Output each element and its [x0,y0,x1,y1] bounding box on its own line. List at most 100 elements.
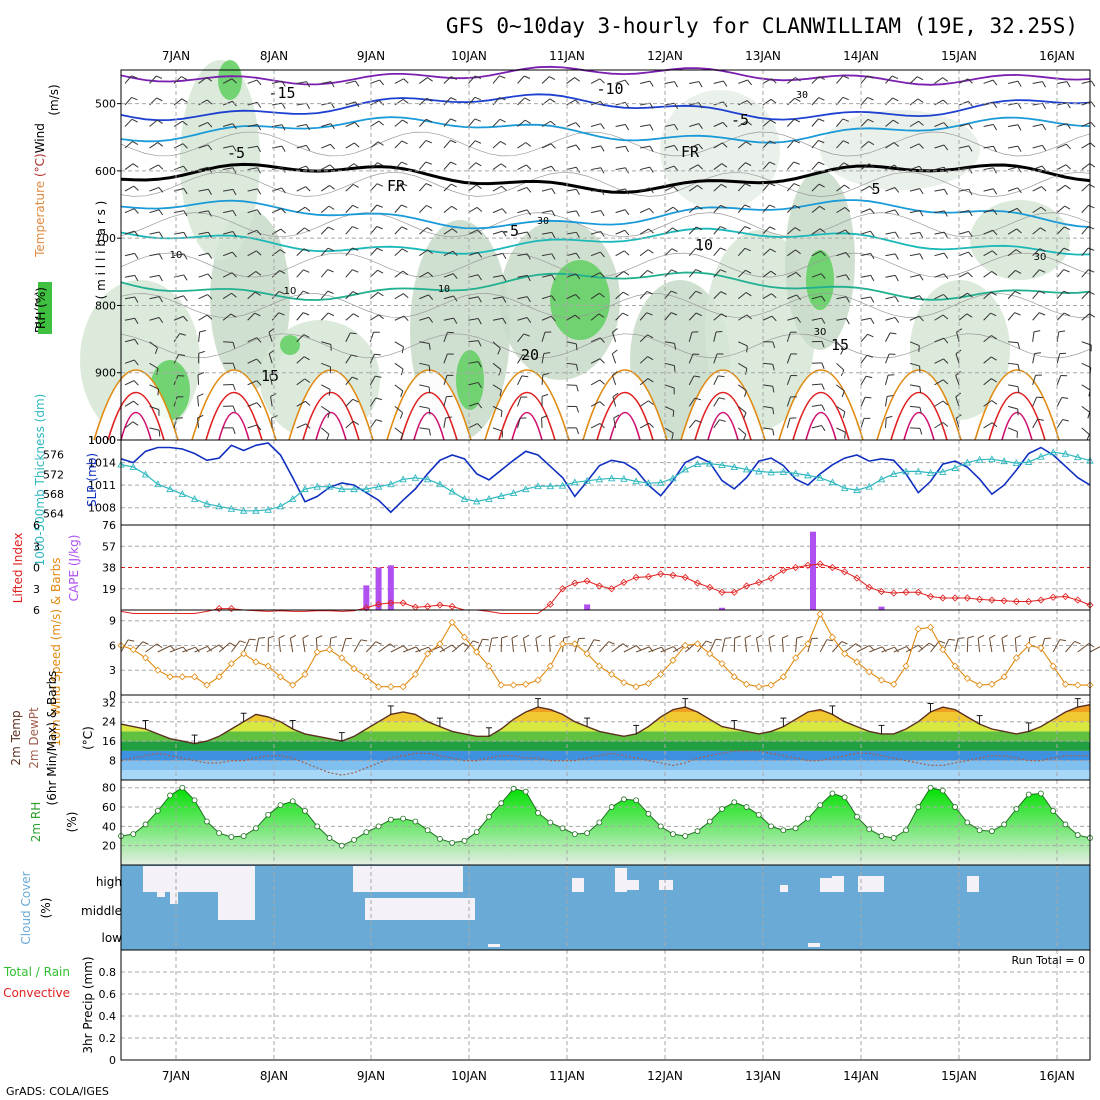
wind-barb [232,384,236,391]
wind-barb [598,313,605,318]
isotherm-label: FR [681,143,700,161]
wind-barb [820,250,826,257]
wind-barb [541,295,552,300]
wind-barb [844,207,851,212]
wind-barb [254,312,261,317]
wind-barb [296,81,307,84]
wind-barb [247,380,257,386]
wind10m-point [485,662,493,670]
wind10m-point [252,658,260,666]
wind10m-point [203,681,211,689]
wind-barb [1074,640,1081,645]
rh2m-point [437,836,443,842]
wind-barb [426,118,433,123]
wind-barb [671,248,678,253]
wind-barb [183,210,188,217]
wind-barb [720,183,727,188]
rh2m-point [228,834,235,840]
wind-barb [713,121,724,127]
lifted-index-point [559,585,567,593]
wind-barb [1081,384,1091,391]
wind-barb [427,77,433,82]
wind-barb [279,249,286,254]
wind-barb [1032,81,1043,84]
wind-barb [639,249,649,257]
wind-barb [178,353,186,357]
wind-barb [870,230,875,237]
isotherm-line [694,391,752,441]
wind-barb [158,187,164,193]
wind-barb [836,162,845,170]
rh2m-point [154,808,161,814]
wind-barb [737,226,746,235]
wind-barb [551,232,556,239]
wind-barb [198,252,209,257]
wind-barb [453,295,458,302]
wind-barb [1091,80,1096,87]
wind-barb [943,231,948,238]
wind-barb [207,231,212,238]
wind-barb [370,120,380,127]
wind-barb [551,295,556,302]
lifted-index-point [816,560,824,568]
wind-barb [811,250,822,257]
wind-barb [1056,331,1060,342]
wind-barb [648,422,654,428]
wind-barb [625,146,629,153]
wind-barb [836,384,845,392]
wind-barb [1016,208,1022,214]
wind-barb [426,205,433,209]
wind-barb [305,186,311,192]
wind-barb [1052,639,1061,653]
wind-barb [305,423,311,429]
wind-barb [958,637,965,639]
wind-barb [426,97,433,102]
wind-barb [526,187,532,193]
rh2m-point [559,825,566,832]
lifted-index-point [399,599,407,607]
wind-barb [661,646,666,653]
wind-barb [450,97,457,101]
wind-barb [906,646,912,652]
wind-barb [867,75,874,79]
wind-barb [198,294,208,300]
wind-barb [794,97,801,102]
isotherm-line [205,391,263,441]
wind-barb [1032,418,1039,429]
wind-barb [722,101,728,108]
wind-barb [1017,145,1022,152]
wind-barb [647,249,654,254]
wind-barb [836,274,847,278]
lifted-index-point [1049,593,1057,601]
isotherm-line [191,369,277,441]
rh2m-point [964,819,971,826]
wind10m-point [227,660,235,668]
wind-barb [989,634,996,639]
wind-barb [352,291,359,295]
wind-barb [198,210,209,214]
wind-barb [698,143,703,150]
isotherm-line [596,391,654,441]
wind-barb [600,145,605,152]
wind-barb [762,248,771,257]
wind-barb [640,145,651,149]
wind-barb [1032,186,1042,192]
wind-barb [492,118,501,127]
wind-barb [821,383,825,391]
wind-barb [615,229,626,235]
axis-label: 2m Temp [9,710,23,765]
wind-barb [1065,164,1071,170]
wind10m-point [853,658,861,666]
wind-barb [934,77,943,84]
wind-barb [991,378,997,383]
wind-barb [787,316,798,321]
wind-barb [575,166,581,173]
rh2m-point [363,829,370,836]
wind-barb [247,101,258,106]
wind-barb [695,419,702,424]
wind-barb [762,226,771,235]
wind-barb [402,270,409,276]
wind-barb [549,76,556,81]
wind-barb [794,227,801,232]
wind-barb [1057,143,1067,149]
